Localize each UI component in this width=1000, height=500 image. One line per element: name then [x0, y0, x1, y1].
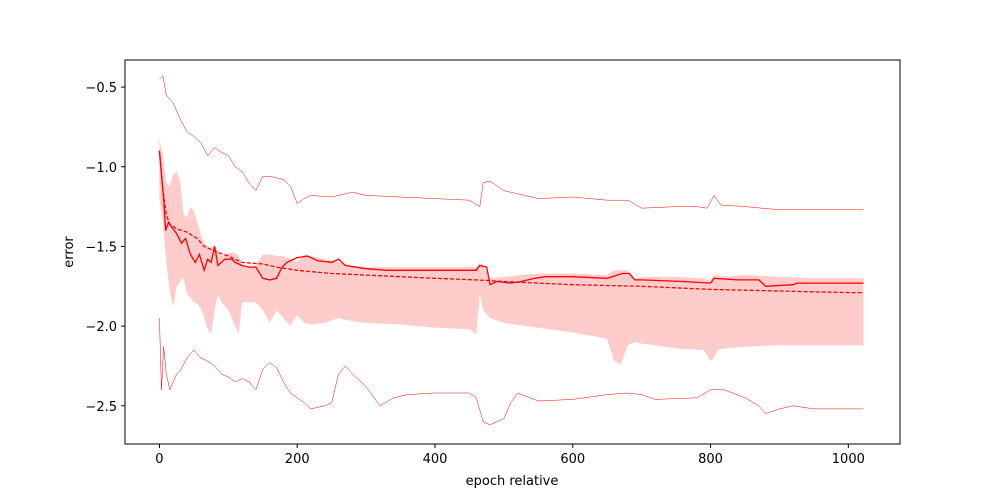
y-tick-label: −0.5	[85, 81, 117, 96]
y-axis-ticks: −2.5 −2.0 −1.5 −1.0 −0.5	[85, 81, 125, 415]
y-tick-label: −2.0	[85, 320, 117, 335]
confidence-band	[159, 138, 864, 365]
y-tick-label: −1.5	[85, 240, 117, 255]
confidence-band-layer	[159, 138, 864, 365]
y-tick-label: −2.5	[85, 400, 117, 415]
solid-series-line	[158, 150, 864, 287]
x-tick-label: 0	[155, 452, 163, 467]
lower-envelope-line	[159, 318, 864, 426]
x-tick-label: 800	[698, 452, 723, 467]
dashed-series-line	[158, 150, 864, 294]
x-axis-ticks: 0 200 400 600 800 1000	[155, 444, 865, 467]
x-axis-label: epoch relative	[466, 474, 559, 489]
x-tick-label: 400	[423, 452, 448, 467]
x-tick-label: 200	[285, 452, 310, 467]
upper-envelope-line	[159, 75, 864, 211]
x-tick-label: 600	[560, 452, 585, 467]
plot-frame	[124, 59, 901, 445]
y-tick-label: −1.0	[85, 161, 117, 176]
x-tick-label: 1000	[832, 452, 865, 467]
series-lines-layer	[158, 150, 864, 294]
envelope-lines-layer	[159, 75, 864, 426]
y-axis-label: error	[62, 236, 77, 268]
